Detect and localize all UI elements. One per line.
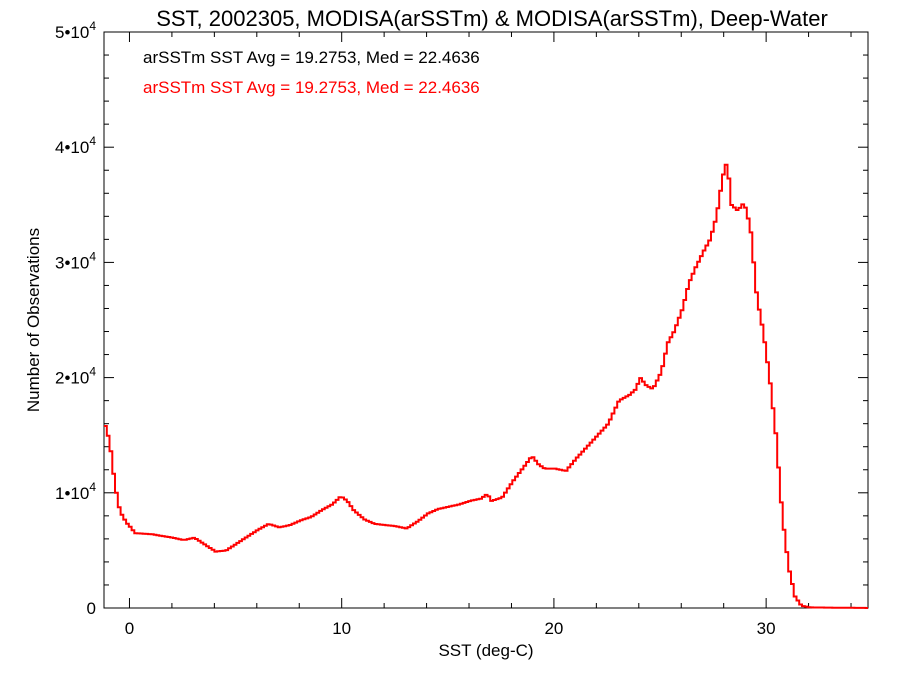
x-tick-label-2: 20 — [544, 619, 563, 638]
y-tick-label-5: 5•104 — [55, 19, 96, 42]
annotation-black: arSSTm SST Avg = 19.2753, Med = 22.4636 — [143, 48, 480, 67]
x-axis: 0 10 20 30 — [125, 32, 852, 638]
y-tick-label-0: 0 — [87, 599, 96, 618]
y-axis: 0 1•104 2•104 3•104 4•104 5•104 — [55, 19, 868, 618]
plot-frame — [103, 31, 869, 609]
chart-title: SST, 2002305, MODISA(arSSTm) & MODISA(ar… — [156, 6, 828, 31]
x-axis-label: SST (deg-C) — [438, 641, 533, 660]
x-tick-label-1: 10 — [332, 619, 351, 638]
y-tick-label-3: 3•104 — [55, 249, 96, 272]
series-layer — [104, 163, 868, 609]
x-tick-label-0: 0 — [125, 619, 134, 638]
y-tick-label-4: 4•104 — [55, 134, 96, 157]
y-tick-label-1: 1•104 — [55, 480, 96, 503]
y-axis-label: Number of Observations — [24, 228, 43, 412]
x-tick-label-3: 30 — [757, 619, 776, 638]
y-tick-label-2: 2•104 — [55, 365, 96, 388]
series-line-0 — [104, 163, 868, 609]
annotation-red: arSSTm SST Avg = 19.2753, Med = 22.4636 — [143, 78, 480, 97]
